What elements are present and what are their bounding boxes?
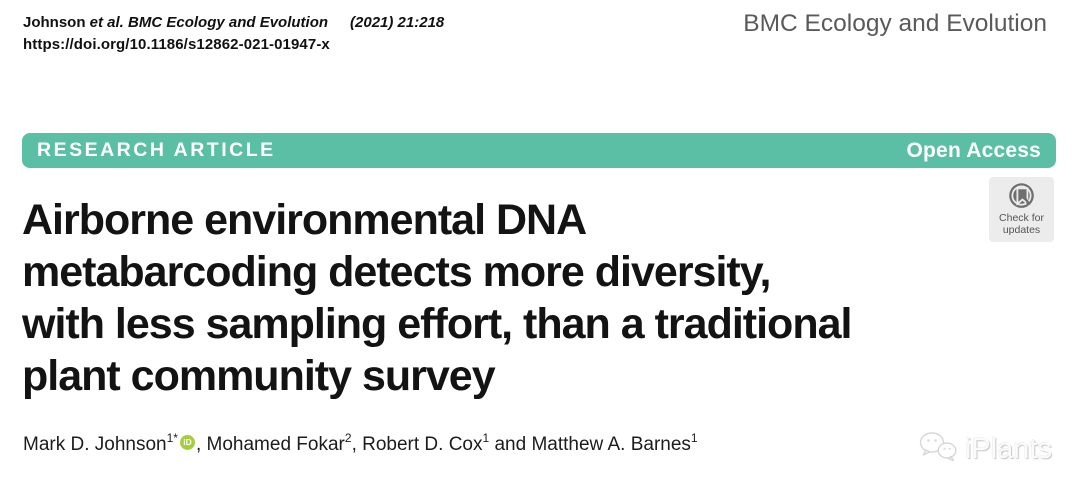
article-type-banner: RESEARCH ARTICLE Open Access [22, 133, 1056, 168]
open-access-label: Open Access [906, 138, 1041, 162]
watermark-label: iPlants [964, 433, 1052, 465]
author-name: , Mohamed Fokar [195, 434, 345, 455]
author-affiliation-sup: 1 [482, 431, 490, 445]
citation-authors: Johnson [23, 14, 90, 31]
doi-link[interactable]: https://doi.org/10.1186/s12862-021-01947… [23, 36, 330, 53]
authors-line: Mark D. Johnson1* iD, Mohamed Fokar2, Rob… [23, 431, 698, 456]
check-badge-line1: Check for [999, 212, 1044, 224]
citation-journal: et al. BMC Ecology and Evolution [89, 14, 329, 31]
wechat-icon [917, 430, 959, 469]
author-affiliation-sup: 2 [344, 431, 352, 445]
check-badge-line2: updates [1002, 223, 1041, 236]
article-title: Airborne environmental DNA metabarcoding… [22, 194, 1002, 402]
watermark: iPlants [917, 430, 1052, 469]
author-affiliation-sup: 1* [166, 431, 178, 445]
citation-issue: (2021) 21:218 [350, 14, 445, 31]
check-for-updates-badge[interactable]: Check for updates [989, 177, 1054, 242]
author-name: and Matthew A. Barnes [489, 434, 691, 455]
title-line-3: with less sampling effort, than a tradit… [22, 300, 852, 348]
check-badge-text: Check for updates [999, 212, 1044, 236]
citation-block: Johnson et al. BMC Ecology and Evolution… [23, 12, 444, 56]
author-affiliation-sup: 1 [690, 431, 698, 445]
title-line-1: Airborne environmental DNA [22, 196, 587, 244]
crossmark-icon [1006, 181, 1037, 212]
citation-line: Johnson et al. BMC Ecology and Evolution… [23, 12, 444, 34]
research-article-label: RESEARCH ARTICLE [37, 139, 276, 161]
orcid-icon[interactable]: iD [179, 435, 195, 450]
author-name: Mark D. Johnson [23, 434, 167, 455]
title-line-2: metabarcoding detects more diversity, [22, 248, 771, 296]
title-line-4: plant community survey [22, 352, 496, 400]
journal-masthead: BMC Ecology and Evolution [743, 10, 1047, 37]
author-name: , Robert D. Cox [351, 434, 483, 455]
